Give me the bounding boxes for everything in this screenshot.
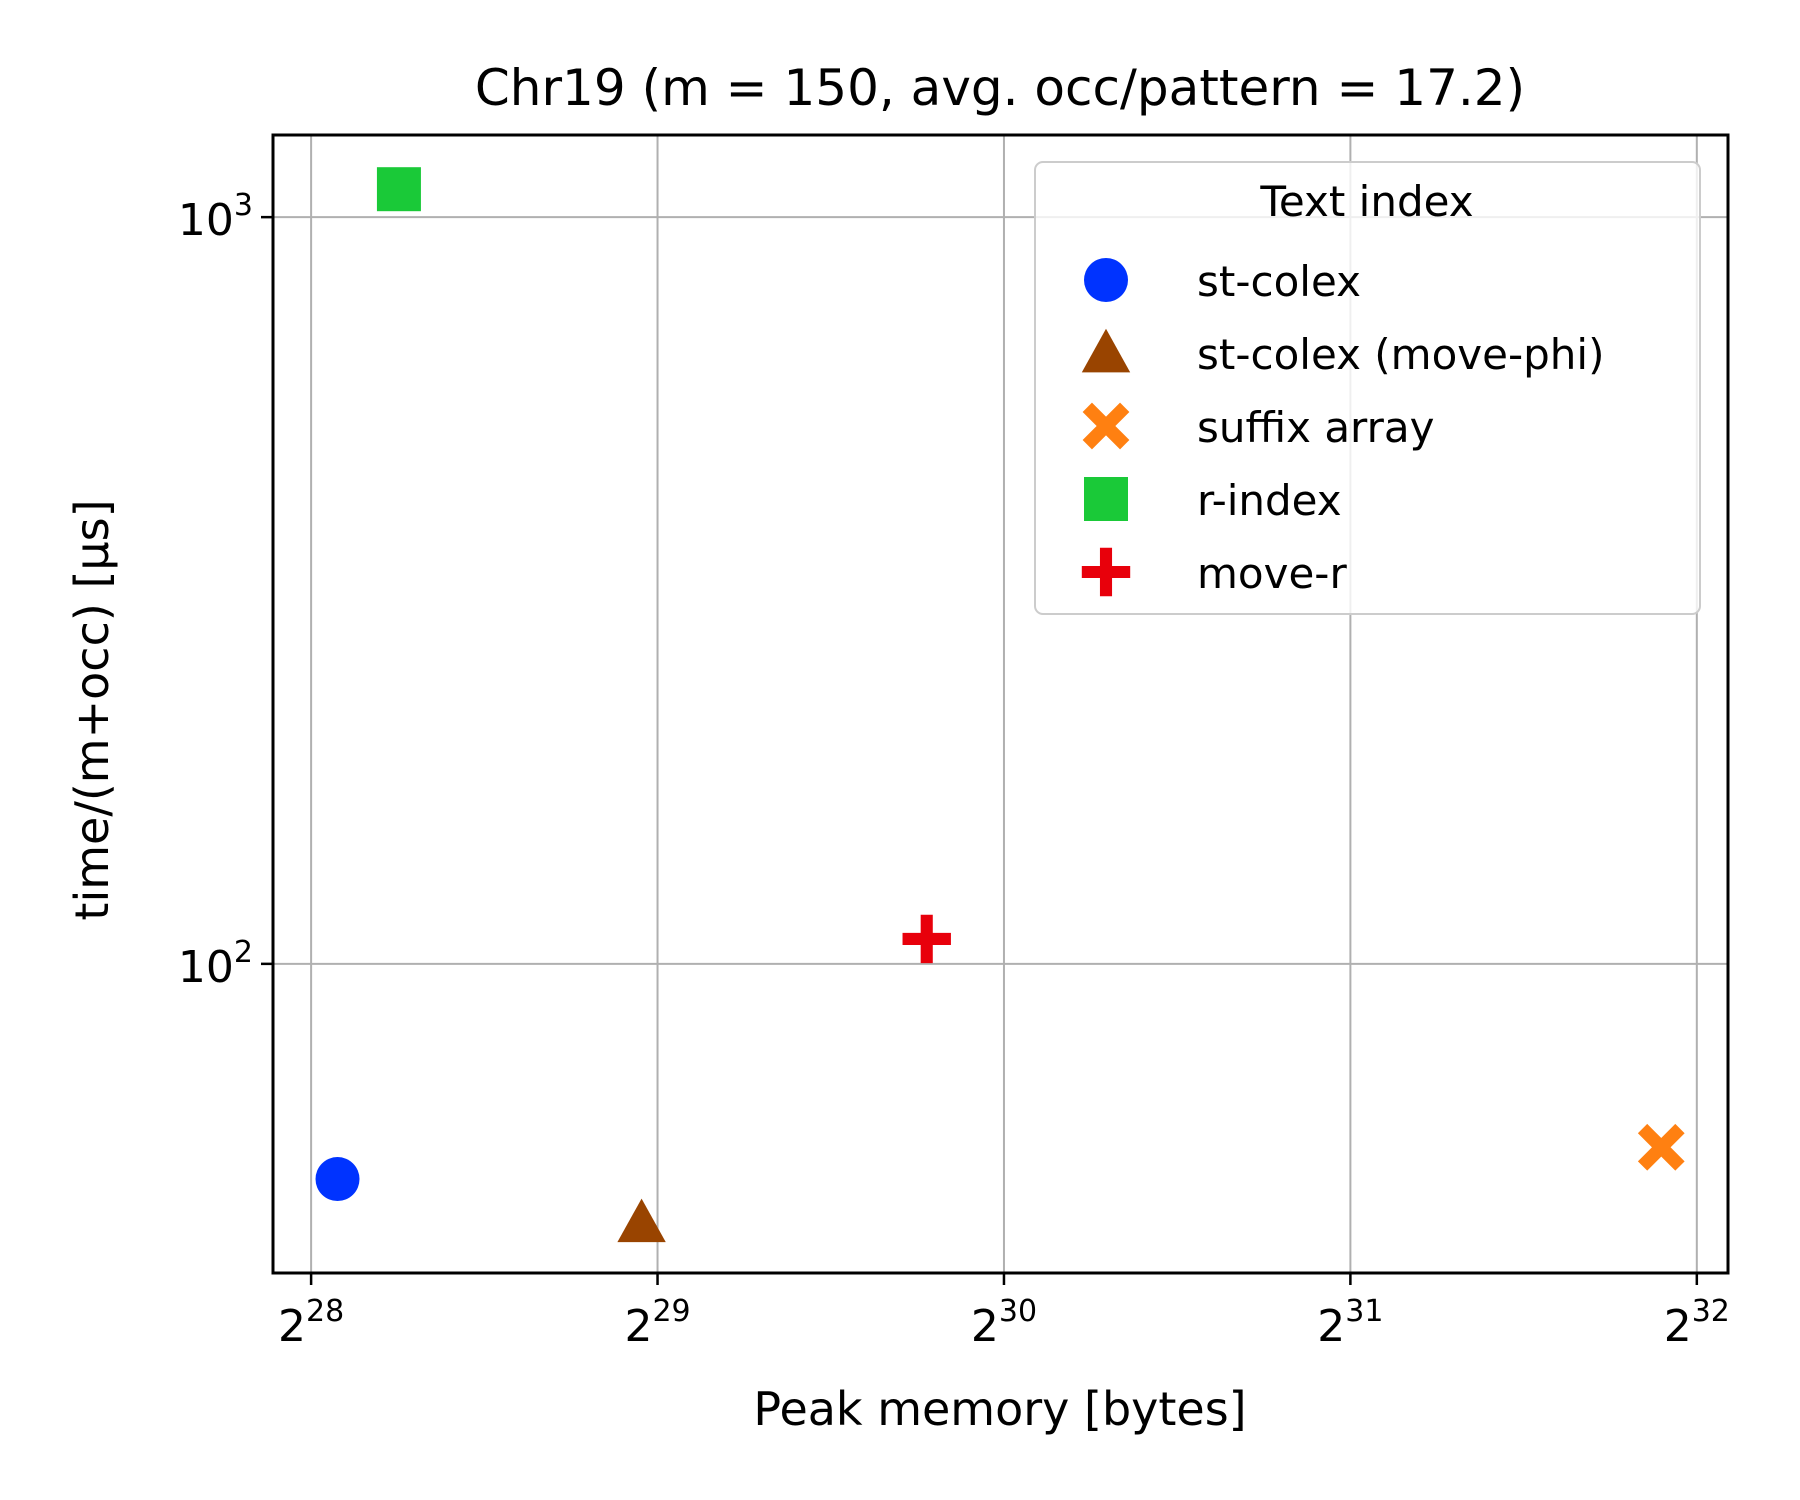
data-points xyxy=(315,167,1685,1243)
x-tick-label: 229 xyxy=(624,1294,690,1352)
legend-title: Text index xyxy=(1259,177,1473,226)
legend-label-r-index: r-index xyxy=(1197,476,1342,525)
legend-marker-move-r xyxy=(1081,547,1131,597)
y-tick-label: 102 xyxy=(178,935,253,993)
legend-label-suffix-array: suffix array xyxy=(1197,403,1434,452)
y-axis-ticks: 102 103 xyxy=(178,188,273,993)
x-tick-label: 232 xyxy=(1664,1294,1730,1352)
point-suffix-array xyxy=(1637,1123,1685,1171)
x-tick-label: 231 xyxy=(1317,1294,1383,1352)
legend-label-st-colex: st-colex xyxy=(1197,257,1361,306)
legend-marker-suffix-array xyxy=(1082,402,1130,450)
point-r-index xyxy=(376,167,421,212)
point-st-colex xyxy=(315,1157,360,1202)
legend-label-move-r: move-r xyxy=(1197,549,1347,598)
x-axis-ticks: 228 229 230 231 232 xyxy=(278,1273,1730,1352)
x-tick-label: 228 xyxy=(278,1294,344,1352)
plot-frame xyxy=(271,133,1730,1275)
legend-marker-st-colex-move-phi xyxy=(1081,328,1131,373)
point-st-colex-move-phi xyxy=(617,1198,666,1243)
legend-label-st-colex-move-phi: st-colex (move-phi) xyxy=(1197,330,1604,379)
legend-marker-st-colex xyxy=(1084,258,1128,302)
x-axis-label: Peak memory [bytes] xyxy=(753,1382,1246,1436)
legend-items: st-colex st-colex (move-phi) suffix array r… xyxy=(1081,257,1604,598)
chart-title: Chr19 (m = 150, avg. occ/pattern = 17.2) xyxy=(475,59,1525,117)
y-tick-label: 103 xyxy=(178,188,253,246)
point-move-r xyxy=(902,914,951,964)
legend-box xyxy=(1034,161,1701,615)
legend: Text index st-colex st-colex (move-phi) su… xyxy=(1034,161,1701,615)
y-axis-label: time/(m+occ) [µs] xyxy=(65,499,119,920)
legend-marker-r-index xyxy=(1084,477,1128,521)
x-tick-label: 230 xyxy=(971,1294,1037,1352)
